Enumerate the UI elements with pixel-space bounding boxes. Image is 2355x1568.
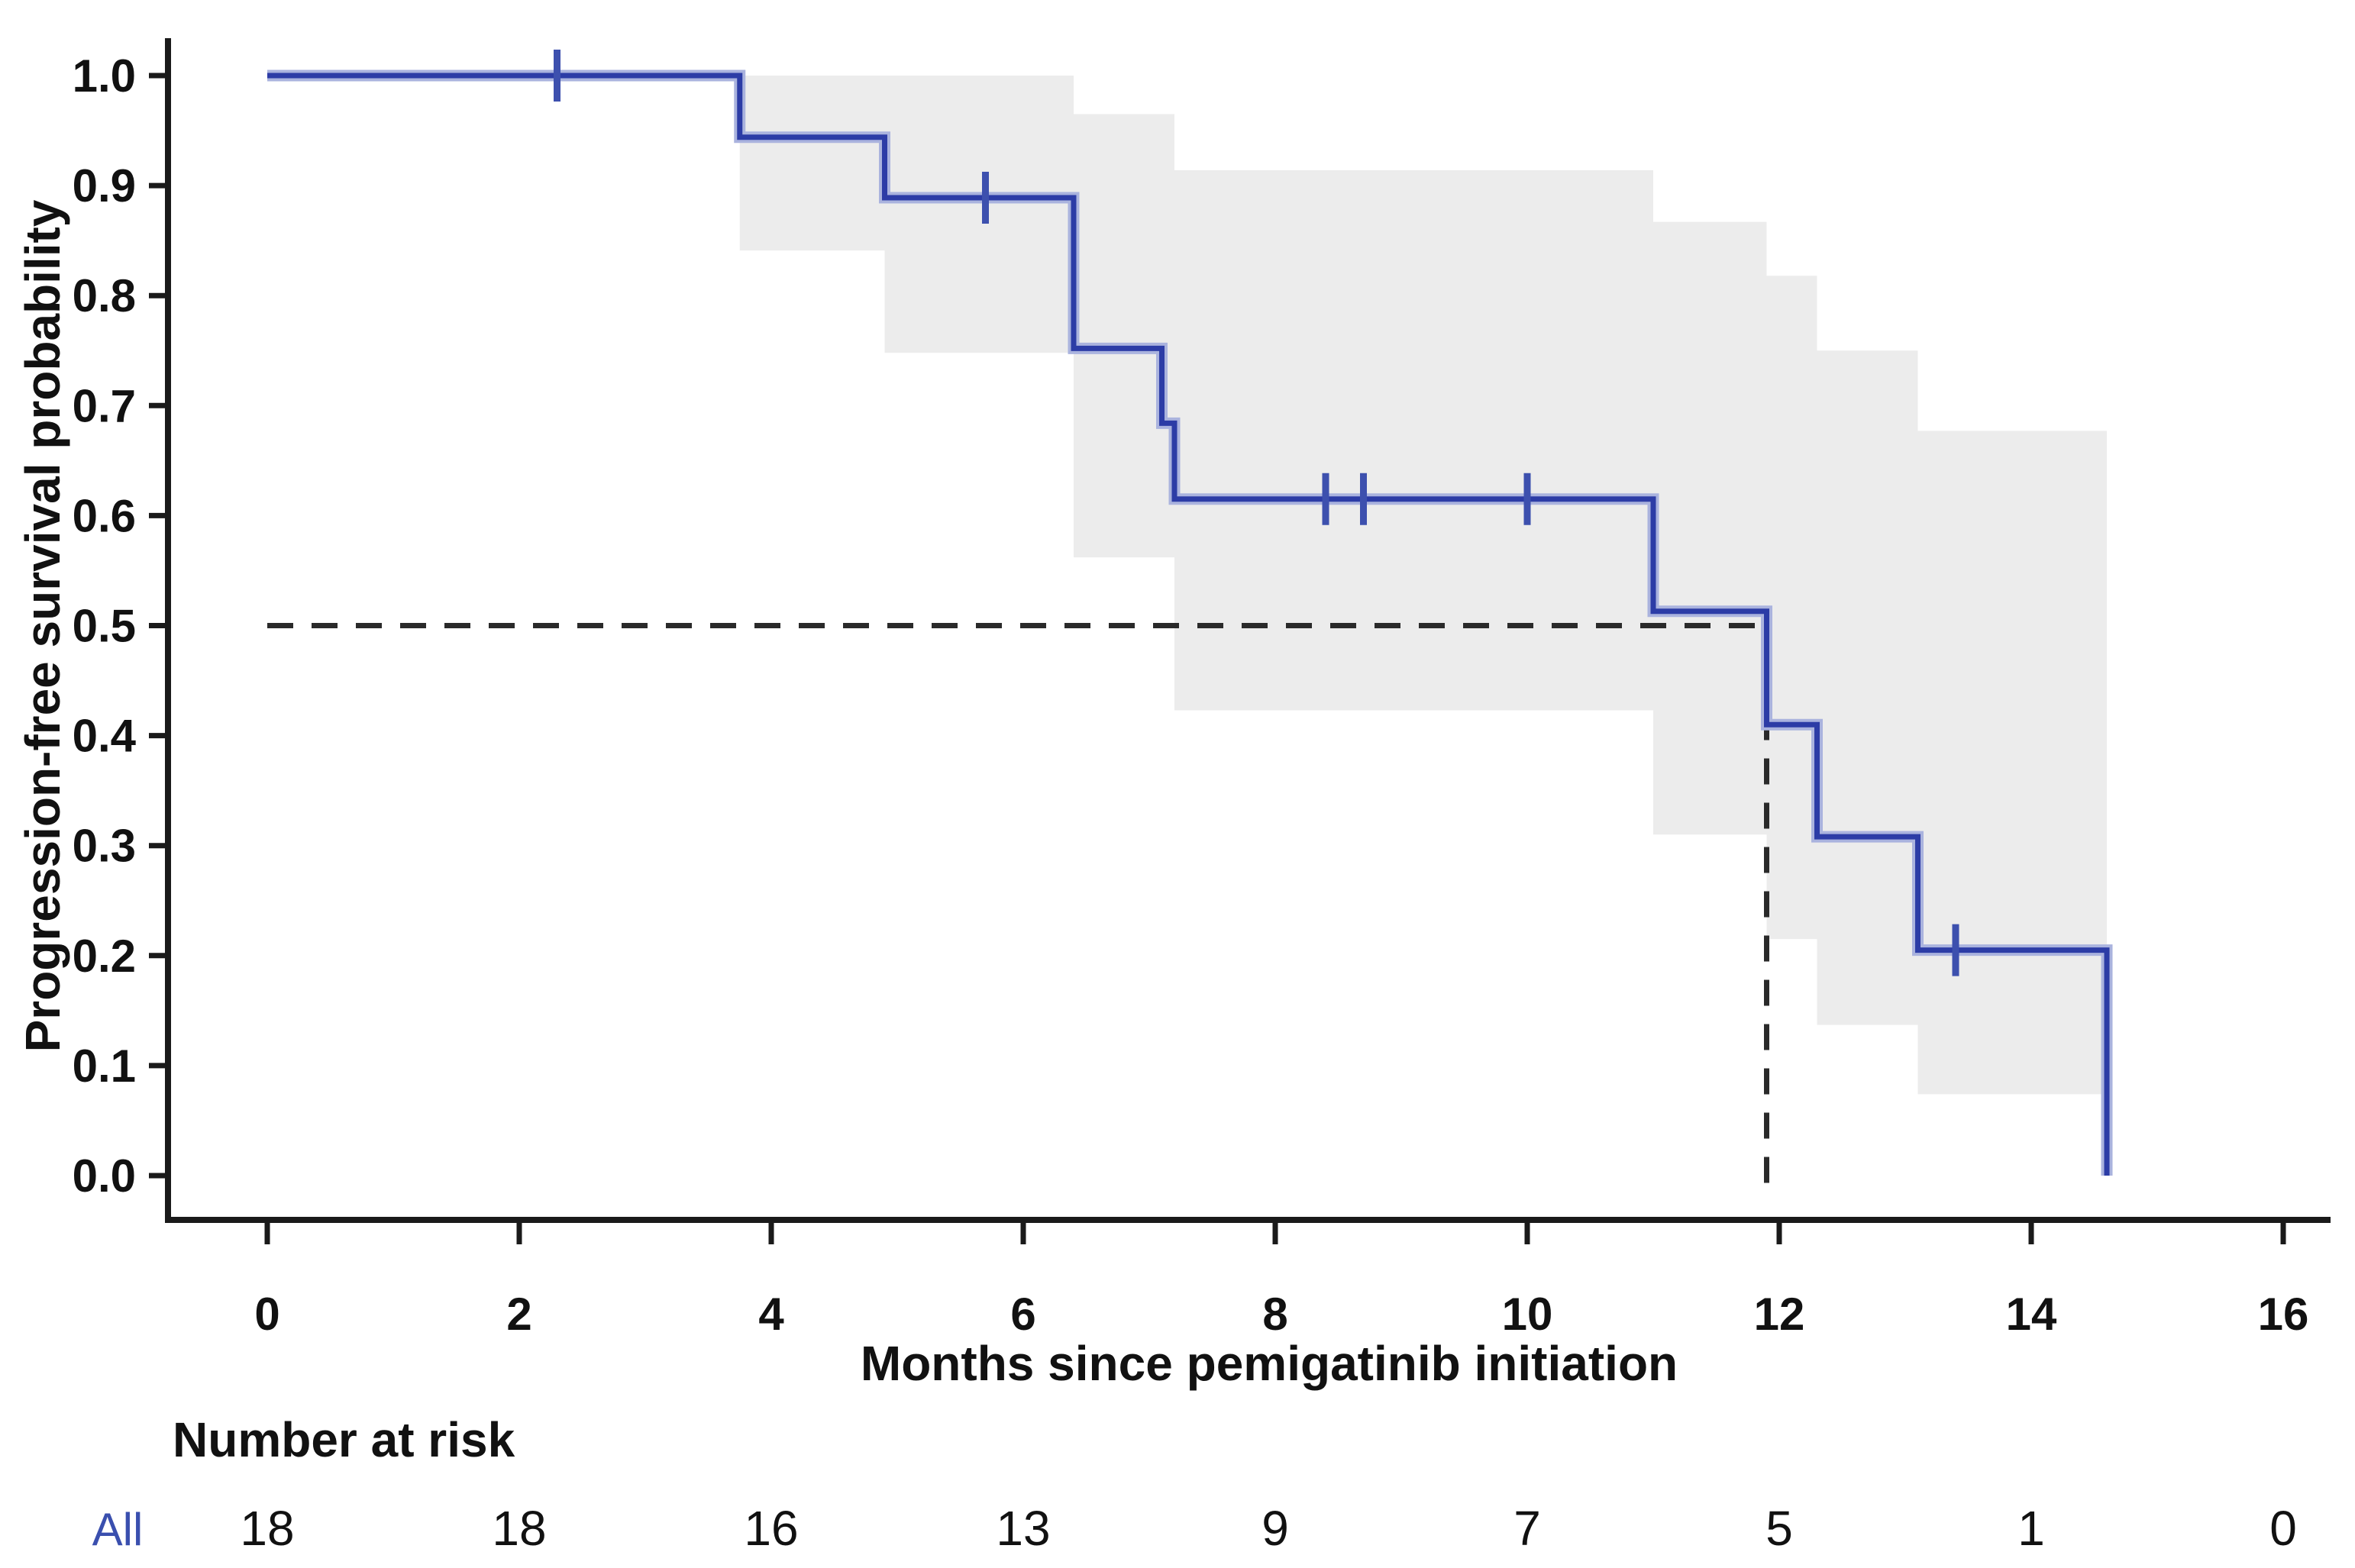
ci-band-segment	[1817, 350, 1918, 1025]
y-tick-label: 0.8	[73, 270, 136, 321]
x-tick-label: 8	[1262, 1289, 1287, 1340]
y-tick-label: 0.9	[73, 160, 136, 211]
x-axis-ticks: 0 2 4 6 8 10 12 14 16	[254, 1220, 2308, 1340]
ci-band-segment	[1074, 114, 1174, 558]
risk-count: 16	[744, 1501, 798, 1556]
risk-count: 13	[996, 1501, 1050, 1556]
risk-count: 18	[240, 1501, 294, 1556]
censor-marks	[554, 50, 1959, 976]
risk-table-title: Number at risk	[173, 1412, 515, 1467]
x-tick-label: 14	[2006, 1289, 2057, 1340]
y-tick-label: 0.0	[73, 1150, 136, 1202]
x-tick-label: 6	[1010, 1289, 1035, 1340]
x-tick-label: 0	[254, 1289, 279, 1340]
x-tick-label: 10	[1502, 1289, 1553, 1340]
ci-band-segment	[1766, 276, 1817, 940]
ci-band-segment	[739, 76, 885, 251]
y-tick-label: 0.2	[73, 931, 136, 982]
y-tick-label: 0.7	[73, 380, 136, 431]
ci-band-segment	[1174, 169, 1653, 711]
confidence-band	[739, 76, 2107, 1095]
ci-band-segment	[1653, 221, 1767, 835]
x-tick-label: 4	[758, 1289, 784, 1340]
risk-table-values: 18 18 16 13 9 7 5 1 0	[240, 1501, 2296, 1556]
risk-count: 18	[492, 1501, 546, 1556]
ci-band-segment	[1917, 431, 2107, 1095]
y-tick-label: 0.6	[73, 490, 136, 541]
risk-count: 5	[1765, 1501, 1793, 1556]
y-tick-label: 0.1	[73, 1040, 136, 1092]
x-tick-label: 16	[2258, 1289, 2309, 1340]
risk-count: 1	[2017, 1501, 2045, 1556]
x-tick-label: 12	[1754, 1289, 1805, 1340]
y-axis-title: Progression-free survival probability	[15, 199, 70, 1052]
y-tick-label: 0.4	[73, 711, 137, 762]
risk-count: 9	[1261, 1501, 1289, 1556]
x-tick-label: 2	[506, 1289, 531, 1340]
y-tick-label: 0.3	[73, 821, 136, 872]
risk-row-label: All	[92, 1504, 144, 1555]
y-axis-ticks: 0.0 0.1 0.2 0.3 0.4 0.5 0.6 0.7 0.8 0.9 1.0	[73, 50, 168, 1202]
x-axis-title: Months since pemigatinib initiation	[861, 1336, 1678, 1391]
risk-count: 0	[2269, 1501, 2297, 1556]
risk-count: 7	[1513, 1501, 1541, 1556]
y-tick-label: 1.0	[73, 50, 136, 102]
y-tick-label: 0.5	[73, 601, 136, 652]
ci-band-segment	[884, 76, 1074, 353]
survival-curve	[267, 73, 2110, 1176]
